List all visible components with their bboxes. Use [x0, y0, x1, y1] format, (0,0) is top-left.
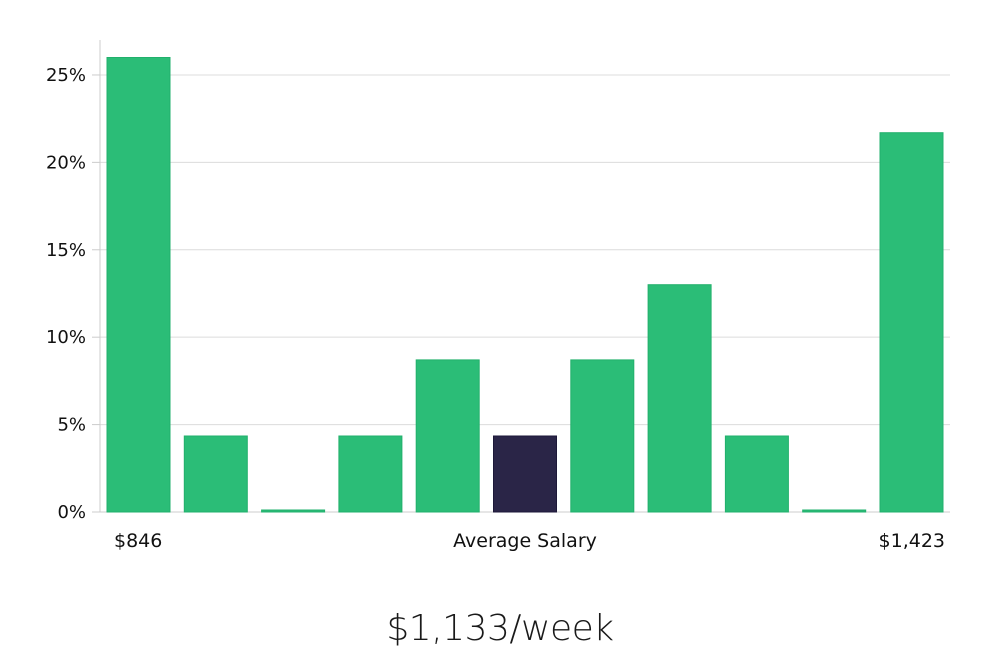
bar: [261, 509, 326, 513]
bar-average-salary: [493, 435, 557, 513]
bar: [724, 435, 789, 513]
y-tick-label: 25%: [46, 65, 86, 86]
bar: [106, 57, 171, 513]
x-axis-max-label: $1,423: [879, 530, 945, 552]
bar: [802, 509, 867, 513]
x-axis-min-label: $846: [114, 530, 162, 552]
y-axis-ticks: 0% 5% 10% 15% 20% 25%: [46, 65, 100, 523]
y-tick-label: 5%: [57, 415, 86, 436]
y-tick-label: 10%: [46, 327, 86, 348]
bar: [647, 284, 712, 513]
salary-distribution-chart: 0% 5% 10% 15% 20% 25% $846 Average Salary $1,…: [46, 40, 950, 552]
bar: [338, 435, 403, 513]
bar: [183, 435, 248, 513]
average-salary-value: $1,133/week: [386, 608, 614, 649]
bar: [879, 132, 944, 513]
x-axis-center-label: Average Salary: [453, 530, 597, 552]
y-tick-label: 15%: [46, 240, 86, 261]
bar: [570, 359, 635, 513]
bar: [415, 359, 480, 513]
y-tick-label: 0%: [57, 502, 86, 523]
bars: [106, 57, 944, 513]
y-tick-label: 20%: [46, 152, 86, 173]
